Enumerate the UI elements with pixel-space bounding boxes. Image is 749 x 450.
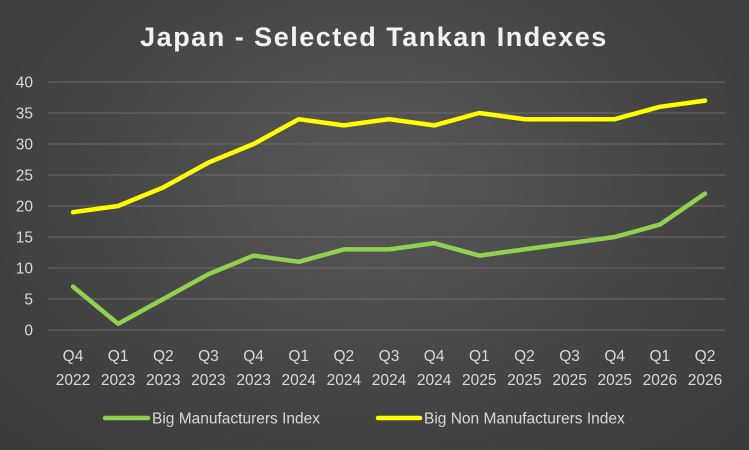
x-tick-quarter: Q4 [604,348,625,365]
x-tick-year: 2024 [417,372,452,389]
x-tick-year: 2023 [191,372,225,389]
chart-title: Japan - Selected Tankan Indexes [140,22,608,52]
x-tick-quarter: Q3 [379,348,400,365]
series-lines [70,98,708,327]
y-tick-label: 35 [16,106,33,123]
x-tick-year: 2026 [643,372,677,389]
x-tick-quarter: Q4 [243,348,264,365]
y-tick-label: 0 [24,323,33,340]
x-tick-year: 2024 [281,372,316,389]
x-tick-quarter: Q1 [469,348,490,365]
legend-label: Big Manufacturers Index [152,411,320,428]
x-tick-quarter: Q2 [514,348,535,365]
y-tick-label: 5 [24,292,33,309]
x-tick-year: 2024 [327,372,362,389]
x-tick-quarter: Q2 [153,348,174,365]
x-tick-year: 2025 [552,372,586,389]
x-tick-quarter: Q1 [288,348,309,365]
x-tick-year: 2023 [236,372,270,389]
x-tick-year: 2025 [507,372,541,389]
legend-item: Big Manufacturers Index [102,411,320,428]
x-tick-quarter: Q1 [650,348,671,365]
legend: Big Manufacturers Index Big Non Manufactu… [102,411,625,428]
y-tick-label: 40 [16,75,34,92]
y-axis-ticks: 0 5 10 15 20 25 30 35 40 [16,75,34,340]
series-big-manufacturers [70,191,708,327]
x-tick-quarter: Q2 [334,348,355,365]
y-tick-label: 20 [16,199,34,216]
legend-label: Big Non Manufacturers Index [424,411,625,428]
series-line [70,98,708,215]
x-tick-year: 2023 [101,372,135,389]
x-tick-quarter: Q4 [424,348,445,365]
x-axis-ticks: Q4 2022 Q1 2023 Q2 2023 Q3 2023 Q4 2023 Q1 2024 Q2 20… [56,348,722,389]
x-tick-year: 2025 [597,372,631,389]
x-tick-year: 2023 [146,372,180,389]
x-tick-quarter: Q4 [63,348,84,365]
x-tick-year: 2024 [372,372,407,389]
series-big-non-manufacturers [70,98,708,215]
y-tick-label: 25 [16,168,33,185]
x-tick-quarter: Q3 [559,348,580,365]
x-tick-year: 2026 [688,372,722,389]
y-tick-label: 30 [16,137,34,154]
x-tick-quarter: Q1 [108,348,129,365]
x-tick-year: 2025 [462,372,496,389]
x-tick-quarter: Q2 [695,348,716,365]
y-tick-label: 10 [16,261,34,278]
series-line [70,191,708,327]
x-tick-quarter: Q3 [198,348,219,365]
y-tick-label: 15 [16,230,33,247]
legend-item: Big Non Manufacturers Index [375,411,625,428]
x-tick-year: 2022 [56,372,90,389]
